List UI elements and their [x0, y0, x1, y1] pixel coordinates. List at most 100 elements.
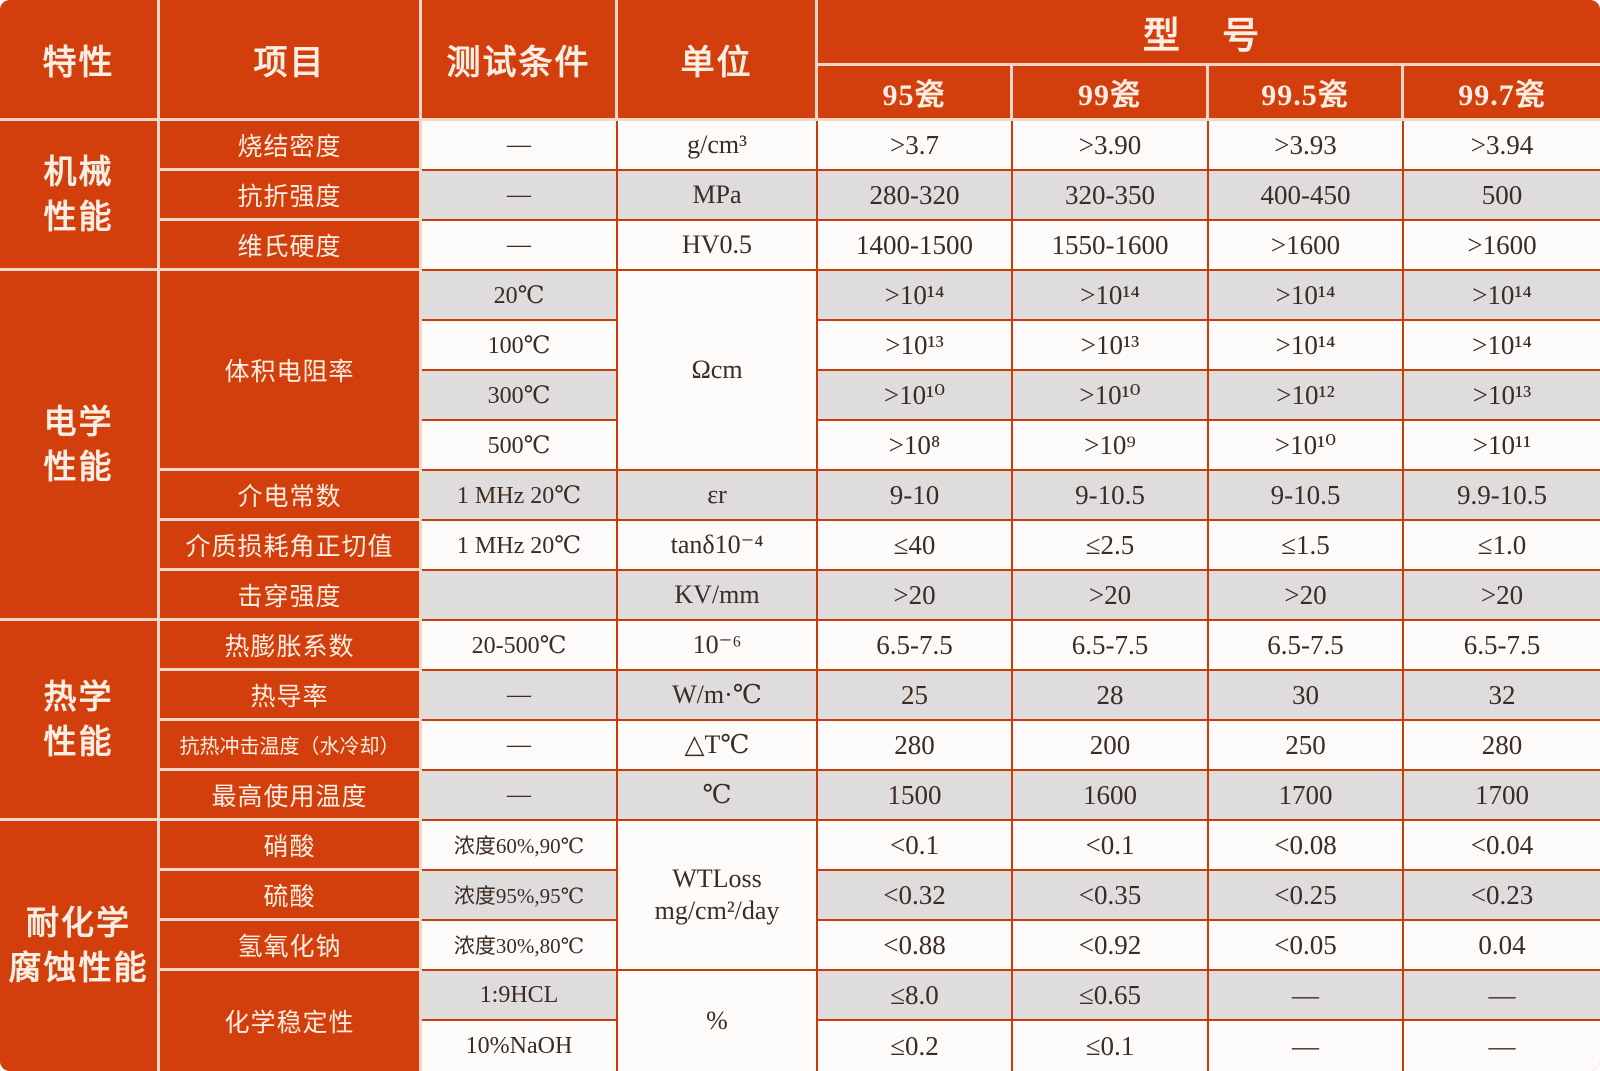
value-cell: >10¹⁴: [1209, 271, 1404, 321]
item-cell: 最高使用温度: [160, 771, 422, 821]
unit-cell: MPa: [618, 171, 818, 221]
value-cell: <0.35: [1013, 871, 1209, 921]
value-cell: 30: [1209, 671, 1404, 721]
value-cell: >10¹⁴: [1209, 321, 1404, 371]
value-cell: >10¹⁴: [818, 271, 1013, 321]
table-row: 100℃ >10¹³ >10¹³ >10¹⁴ >10¹⁴: [0, 321, 1600, 371]
item-cell: 氢氧化钠: [160, 921, 422, 971]
unit-cell: W/m·℃: [618, 671, 818, 721]
value-cell: 9-10.5: [1209, 471, 1404, 521]
condition-cell: 500℃: [422, 421, 618, 471]
item-cell: 硝酸: [160, 821, 422, 871]
value-cell: 6.5-7.5: [818, 621, 1013, 671]
value-cell: 25: [818, 671, 1013, 721]
col-header-item: 项目: [160, 0, 422, 121]
value-cell: <0.92: [1013, 921, 1209, 971]
value-cell: 6.5-7.5: [1209, 621, 1404, 671]
value-cell: <0.25: [1209, 871, 1404, 921]
table-row: 硫酸 浓度95%,95℃ <0.32 <0.35 <0.25 <0.23: [0, 871, 1600, 921]
unit-cell: ℃: [618, 771, 818, 821]
value-cell: <0.08: [1209, 821, 1404, 871]
item-cell: 烧结密度: [160, 121, 422, 171]
value-cell: 6.5-7.5: [1404, 621, 1600, 671]
value-cell: —: [1404, 1021, 1600, 1071]
condition-cell: 100℃: [422, 321, 618, 371]
value-cell: 200: [1013, 721, 1209, 771]
item-cell: 热导率: [160, 671, 422, 721]
value-cell: >10¹⁴: [1013, 271, 1209, 321]
value-cell: —: [1404, 971, 1600, 1021]
value-cell: 1500: [818, 771, 1013, 821]
value-cell: >10⁸: [818, 421, 1013, 471]
value-cell: >10¹⁰: [818, 371, 1013, 421]
value-cell: <0.32: [818, 871, 1013, 921]
model-header-99-5: 99.5瓷: [1209, 66, 1404, 121]
value-cell: ≤0.65: [1013, 971, 1209, 1021]
condition-cell: —: [422, 221, 618, 271]
value-cell: 0.04: [1404, 921, 1600, 971]
table-row: 300℃ >10¹⁰ >10¹⁰ >10¹² >10¹³: [0, 371, 1600, 421]
condition-cell: 20-500℃: [422, 621, 618, 671]
model-header-99-7: 99.7瓷: [1404, 66, 1600, 121]
table-row: 化学稳定性 1:9HCL % ≤8.0 ≤0.65 — —: [0, 971, 1600, 1071]
group-thermal: 热学 性能: [0, 621, 160, 821]
value-cell: >20: [818, 571, 1013, 621]
value-cell: —: [1209, 971, 1404, 1021]
condition-cell: 1:9HCL: [422, 971, 618, 1021]
value-cell: ≤8.0: [818, 971, 1013, 1021]
value-cell: <0.88: [818, 921, 1013, 971]
unit-cell: HV0.5: [618, 221, 818, 271]
unit-cell: tanδ10⁻⁴: [618, 521, 818, 571]
group-electrical: 电学 性能: [0, 271, 160, 621]
value-cell: 280: [818, 721, 1013, 771]
value-cell: 6.5-7.5: [1013, 621, 1209, 671]
value-cell: 32: [1404, 671, 1600, 721]
group-chemical: 耐化学 腐蚀性能: [0, 821, 160, 1071]
value-cell: 500: [1404, 171, 1600, 221]
unit-cell: 10⁻⁶: [618, 621, 818, 671]
condition-cell: —: [422, 121, 618, 171]
table-row: 电学 性能 体积电阻率 20℃ Ωcm >10¹⁴ >10¹⁴ >10¹⁴ >1…: [0, 271, 1600, 621]
value-cell: 1550-1600: [1013, 221, 1209, 271]
unit-cell: %: [618, 971, 818, 1071]
table-row: 热导率 — W/m·℃ 25 28 30 32: [0, 671, 1600, 721]
value-cell: >10¹³: [818, 321, 1013, 371]
col-header-condition: 测试条件: [422, 0, 618, 121]
value-cell: 1400-1500: [818, 221, 1013, 271]
item-cell: 热膨胀系数: [160, 621, 422, 671]
value-cell: 280-320: [818, 171, 1013, 221]
value-cell: >1600: [1209, 221, 1404, 271]
value-cell: >10¹⁰: [1013, 371, 1209, 421]
table-row: 10%NaOH ≤0.2 ≤0.1 — —: [0, 1021, 1600, 1071]
value-cell: >3.94: [1404, 121, 1600, 171]
table-row: 500℃ >10⁸ >10⁹ >10¹⁰ >10¹¹: [0, 421, 1600, 471]
value-cell: —: [1209, 1021, 1404, 1071]
condition-cell: 20℃: [422, 271, 618, 321]
item-cell: 维氏硬度: [160, 221, 422, 271]
condition-cell: —: [422, 721, 618, 771]
value-cell: 400-450: [1209, 171, 1404, 221]
value-cell: <0.1: [818, 821, 1013, 871]
item-cell: 抗热冲击温度（水冷却）: [160, 721, 422, 771]
value-cell: >3.90: [1013, 121, 1209, 171]
item-cell: 硫酸: [160, 871, 422, 921]
value-cell: >1600: [1404, 221, 1600, 271]
condition-cell: [422, 571, 618, 621]
value-cell: >10¹¹: [1404, 421, 1600, 471]
header-row-models: 95瓷 99瓷 99.5瓷 99.7瓷: [0, 66, 1600, 121]
value-cell: ≤0.1: [1013, 1021, 1209, 1071]
value-cell: 28: [1013, 671, 1209, 721]
value-cell: ≤2.5: [1013, 521, 1209, 571]
value-cell: >10¹⁰: [1209, 421, 1404, 471]
table-row: 热学 性能 热膨胀系数 20-500℃ 10⁻⁶ 6.5-7.5 6.5-7.5…: [0, 621, 1600, 821]
table-row: 维氏硬度 — HV0.5 1400-1500 1550-1600 >1600 >…: [0, 221, 1600, 271]
value-cell: >20: [1013, 571, 1209, 621]
value-cell: 1600: [1013, 771, 1209, 821]
value-cell: ≤1.0: [1404, 521, 1600, 571]
value-cell: ≤1.5: [1209, 521, 1404, 571]
value-cell: <0.04: [1404, 821, 1600, 871]
condition-cell: 10%NaOH: [422, 1021, 618, 1071]
item-cell: 介电常数: [160, 471, 422, 521]
item-cell: 体积电阻率: [160, 271, 422, 471]
